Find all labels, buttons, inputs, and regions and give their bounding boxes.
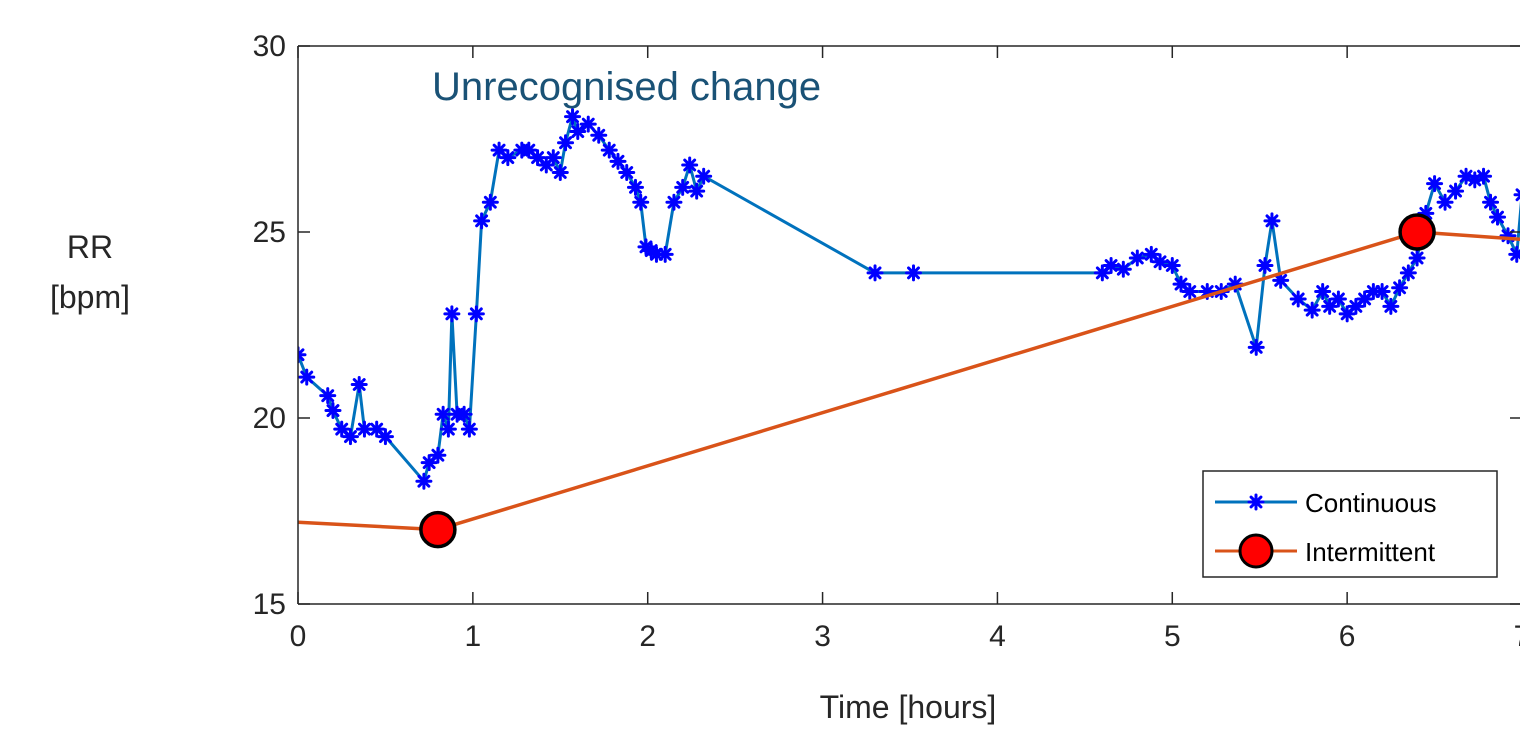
continuous-point (1247, 338, 1265, 356)
continuous-point (467, 305, 485, 323)
continuous-point (319, 387, 337, 405)
plot-content (298, 108, 1520, 549)
continuous-point (626, 178, 644, 196)
legend: Continuous Intermittent (1202, 470, 1498, 578)
continuous-point (1163, 256, 1181, 274)
continuous-point (350, 376, 368, 394)
continuous-point (434, 405, 452, 423)
continuous-point (904, 264, 922, 282)
continuous-point (551, 163, 569, 181)
continuous-point (544, 149, 562, 167)
continuous-point (1314, 283, 1332, 301)
continuous-point (618, 163, 636, 181)
continuous-point (564, 108, 582, 126)
continuous-point (415, 472, 433, 490)
legend-asterisk (1247, 493, 1265, 511)
legend-marker-continuous (1247, 493, 1265, 511)
continuous-point (1151, 253, 1169, 271)
continuous-point (579, 115, 597, 133)
intermittent-point (1398, 213, 1436, 251)
y-tick-label: 15 (253, 588, 286, 621)
continuous-point (298, 368, 316, 386)
continuous-point (443, 305, 461, 323)
continuous-point (1426, 175, 1444, 193)
continuous-point (1447, 182, 1465, 200)
y-tick-label: 30 (253, 30, 286, 63)
continuous-point (481, 193, 499, 211)
continuous-point (1436, 193, 1454, 211)
continuous-point (1489, 208, 1507, 226)
continuous-point (569, 123, 587, 141)
continuous-point (1513, 188, 1520, 202)
y-tick-label: 25 (253, 216, 286, 249)
continuous-point (1289, 290, 1307, 308)
continuous-point (1329, 290, 1347, 308)
x-tick-label: 2 (639, 620, 656, 653)
continuous-point (681, 156, 699, 174)
continuous-point (529, 149, 547, 167)
continuous-point (1475, 167, 1493, 185)
continuous-point (1093, 264, 1111, 282)
y-axis-label-line1: RR (67, 229, 113, 265)
continuous-point (1114, 260, 1132, 278)
ticks: 0 1 2 3 4 5 6 7 15 20 25 30 (253, 30, 1520, 653)
continuous-point (1256, 256, 1274, 274)
legend-label-intermittent: Intermittent (1305, 537, 1436, 567)
continuous-point (420, 454, 438, 472)
x-tick-label: 1 (465, 620, 482, 653)
continuous-point (695, 167, 713, 185)
continuous-point (1272, 271, 1290, 289)
continuous-point (1399, 264, 1417, 282)
continuous-point (1373, 283, 1391, 301)
continuous-point (557, 134, 575, 152)
intermittent-point (419, 510, 457, 549)
continuous-point (298, 346, 307, 364)
continuous-point (674, 178, 692, 196)
x-tick-label: 7 (1514, 620, 1520, 653)
series-intermittent-line (298, 230, 1520, 532)
x-tick-label: 6 (1339, 620, 1356, 653)
continuous-point (473, 212, 491, 230)
legend-marker-intermittent (1238, 533, 1274, 569)
continuous-point (1303, 301, 1321, 319)
y-axis-label-line2: [bpm] (50, 279, 130, 315)
continuous-point (632, 193, 650, 211)
continuous-point (665, 193, 683, 211)
axes (297, 45, 1520, 605)
continuous-point (499, 149, 517, 167)
continuous-point (1128, 249, 1146, 267)
continuous-point (429, 446, 447, 464)
continuous-point (590, 126, 608, 144)
continuous-point (376, 428, 394, 446)
continuous-point (656, 245, 674, 263)
legend-label-continuous: Continuous (1305, 488, 1437, 518)
continuous-point (1382, 297, 1400, 315)
continuous-point (866, 264, 884, 282)
continuous-point (1508, 245, 1520, 263)
continuous-point (688, 182, 706, 200)
continuous-point (1482, 193, 1500, 211)
x-axis-label: Time [hours] (820, 689, 997, 725)
x-tick-label: 0 (290, 620, 307, 653)
continuous-point (1102, 256, 1120, 274)
continuous-point (1408, 249, 1426, 267)
continuous-point (1391, 279, 1409, 297)
continuous-point (609, 152, 627, 170)
x-tick-label: 4 (989, 620, 1006, 653)
continuous-point (324, 402, 342, 420)
x-tick-label: 3 (814, 620, 831, 653)
continuous-point (341, 428, 359, 446)
continuous-point (1181, 283, 1199, 301)
continuous-point (455, 405, 473, 423)
continuous-point (1499, 227, 1517, 245)
continuous-point (439, 420, 457, 438)
y-tick-label: 20 (253, 402, 286, 435)
x-tick-label: 5 (1164, 620, 1181, 653)
continuous-point (600, 141, 618, 159)
continuous-point (460, 420, 478, 438)
continuous-point (355, 420, 373, 438)
continuous-point (1263, 212, 1281, 230)
annotation-text: Unrecognised change (432, 65, 821, 109)
